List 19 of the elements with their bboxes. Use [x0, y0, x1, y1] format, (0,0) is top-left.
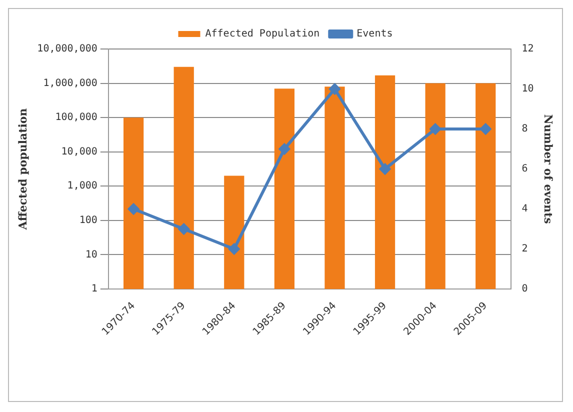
y-tick-label: 1,000,000: [43, 78, 98, 89]
y2-tick-label: 4: [522, 204, 528, 215]
y-tick-label: 100,000: [55, 112, 98, 124]
y-tick-label: 1,000: [67, 180, 98, 192]
y2-tick-label: 10: [522, 84, 534, 95]
y-tick-label: 1: [91, 284, 98, 295]
y-axis-title: Affected population: [16, 108, 30, 231]
y2-tick-label: 2: [522, 244, 528, 255]
legend-label: Affected Population: [205, 28, 320, 40]
y2-axis-title: Number of events: [542, 114, 555, 224]
y-tick-label: 100: [79, 215, 98, 226]
y-tick-label: 10: [85, 249, 98, 260]
legend-label: Events: [356, 28, 393, 40]
y-tick-label: 10,000: [61, 146, 98, 158]
y2-tick-label: 0: [522, 284, 528, 295]
y2-tick-label: 6: [522, 164, 528, 175]
y2-tick-label: 8: [522, 124, 528, 135]
y-tick-label: 10,000,000: [37, 44, 98, 55]
y2-tick-label: 12: [522, 44, 534, 55]
